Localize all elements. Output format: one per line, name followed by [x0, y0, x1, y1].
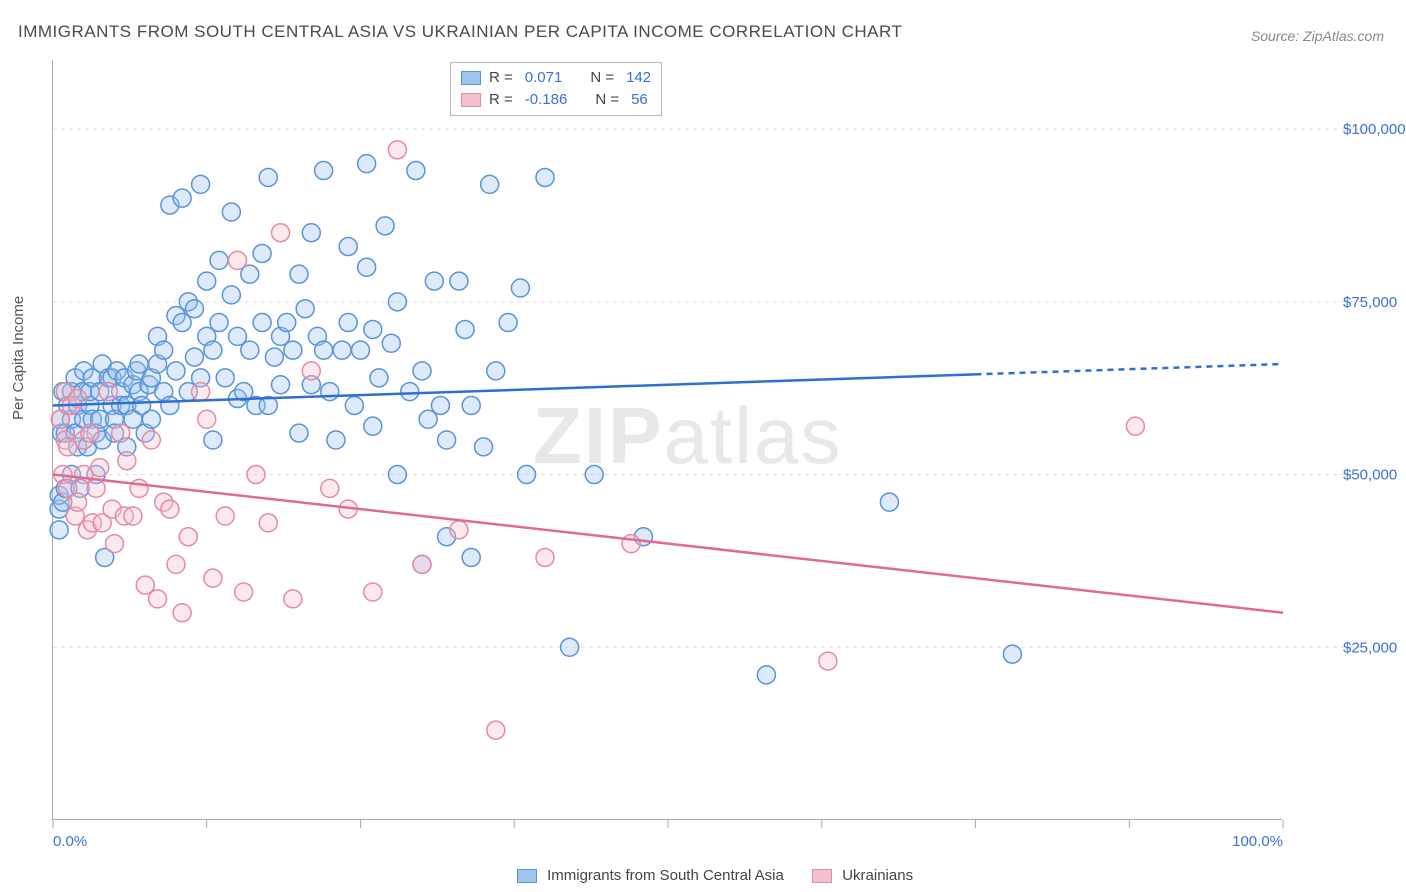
- series2-name: Ukrainians: [842, 867, 913, 884]
- chart-title: IMMIGRANTS FROM SOUTH CENTRAL ASIA VS UK…: [18, 22, 902, 42]
- y-axis-label: Per Capita Income: [10, 296, 27, 420]
- svg-text:$50,000: $50,000: [1343, 467, 1397, 484]
- svg-text:100.0%: 100.0%: [1232, 833, 1283, 850]
- legend-row-series1: R = 0.071 N = 142: [461, 67, 651, 89]
- r-label: R =: [489, 89, 513, 111]
- svg-text:$25,000: $25,000: [1343, 639, 1397, 656]
- swatch-series1-bottom: [517, 869, 537, 883]
- legend-row-series2: R = -0.186 N = 56: [461, 89, 651, 111]
- plot-area: ZIPatlas $25,000$50,000$75,000$100,0000.…: [52, 60, 1282, 820]
- r-label: R =: [489, 67, 513, 89]
- swatch-series2: [461, 93, 481, 107]
- svg-text:0.0%: 0.0%: [53, 833, 87, 850]
- swatch-series2-bottom: [812, 869, 832, 883]
- series1-name: Immigrants from South Central Asia: [547, 867, 784, 884]
- stats-legend: R = 0.071 N = 142 R = -0.186 N = 56: [450, 62, 662, 116]
- source-attribution: Source: ZipAtlas.com: [1251, 28, 1384, 44]
- r-value-2: -0.186: [525, 89, 568, 111]
- n-label: N =: [595, 89, 619, 111]
- swatch-series1: [461, 71, 481, 85]
- n-value-2: 56: [631, 89, 648, 111]
- svg-text:$100,000: $100,000: [1343, 121, 1406, 138]
- n-label: N =: [590, 67, 614, 89]
- r-value-1: 0.071: [525, 67, 563, 89]
- svg-text:$75,000: $75,000: [1343, 294, 1397, 311]
- series-legend: Immigrants from South Central Asia Ukrai…: [0, 867, 1406, 884]
- n-value-1: 142: [626, 67, 651, 89]
- chart-svg: $25,000 $50,000 $75,000 $100,000 0.0% 100.0%: [53, 60, 1406, 860]
